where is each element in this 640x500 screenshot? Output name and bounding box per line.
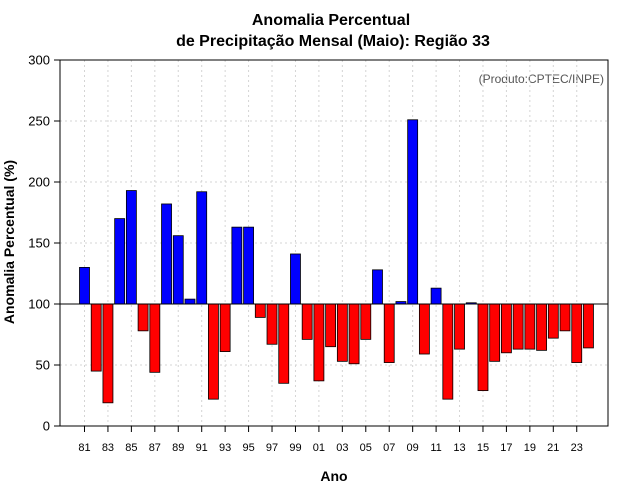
y-axis-label: Anomalia Percentual (%) [1,160,17,324]
bar-00 [301,303,313,340]
x-tick-label: 99 [289,442,301,454]
bar-12 [442,303,454,400]
bar-03 [336,303,348,362]
bar-88 [161,203,172,305]
x-tick-label: 17 [500,442,512,454]
bar-94 [231,226,243,305]
bar-02 [325,303,337,348]
chart-title-line-2: de Precipitação Mensal (Maio): Região 33 [176,33,490,50]
x-tick-label: 81 [78,442,90,454]
bar-15 [477,303,489,392]
y-tick-label: 0 [43,419,50,434]
y-tick-label: 200 [28,175,50,190]
bar-90 [184,298,196,305]
bar-09 [407,119,419,305]
y-tick-label: 300 [28,53,50,68]
bar-05 [360,303,372,340]
bar-99 [290,253,301,305]
x-tick-label: 07 [383,442,395,454]
bar-87 [149,303,161,373]
y-tick-label: 250 [28,114,50,129]
bar-01 [313,303,325,382]
x-tick-label: 91 [196,442,208,454]
bar-13 [454,303,465,350]
chart-title-line-1: Anomalia Percentual [252,12,410,29]
x-tick-label: 21 [547,442,559,454]
bar-82 [90,303,102,372]
bar-04 [348,303,360,365]
bar-89 [172,235,184,305]
x-tick-label: 97 [266,442,278,454]
x-tick-label: 95 [242,442,254,454]
bar-23 [571,303,583,363]
bar-92 [208,303,219,400]
bar-97 [266,303,278,345]
bar-10 [418,303,430,355]
x-tick-label: 85 [125,442,137,454]
bar-18 [512,303,524,350]
bar-16 [489,303,501,362]
x-tick-label: 83 [102,442,114,454]
y-tick-label: 150 [28,236,50,251]
x-tick-label: 89 [172,442,184,454]
product-credit: (Produto:CPTEC/INPE) [479,72,604,86]
bar-91 [196,191,208,305]
bar-22 [559,303,571,332]
bar-85 [125,190,137,305]
bar-20 [536,303,547,351]
bar-81 [79,266,90,305]
bar-19 [524,303,536,350]
x-tick-label: 05 [360,442,372,454]
x-tick-label: 87 [149,442,161,454]
x-tick-label: 01 [313,442,325,454]
bar-86 [137,303,149,332]
bar-07 [383,303,395,363]
bar-95 [243,226,254,305]
bar-93 [219,303,231,352]
x-tick-label: 93 [219,442,231,454]
bar-96 [254,303,266,318]
x-tick-label: 03 [336,442,348,454]
bar-98 [278,303,290,384]
grid-lines [60,59,608,427]
x-tick-label: 09 [407,442,419,454]
x-tick-label: 13 [453,442,465,454]
x-tick-label: 19 [524,442,536,454]
x-tick-label: 23 [571,442,583,454]
x-tick-label: 11 [430,442,441,454]
bar-17 [501,303,512,354]
x-tick-label: 15 [477,442,489,454]
bar-83 [102,303,114,404]
y-tick-label: 100 [28,297,50,312]
bar-84 [114,218,126,305]
bars [79,119,594,404]
bar-06 [372,269,383,305]
x-axis-label: Ano [320,468,347,484]
bar-24 [583,303,594,349]
bar-21 [547,303,559,339]
y-tick-label: 50 [36,358,50,373]
bar-11 [430,287,442,305]
